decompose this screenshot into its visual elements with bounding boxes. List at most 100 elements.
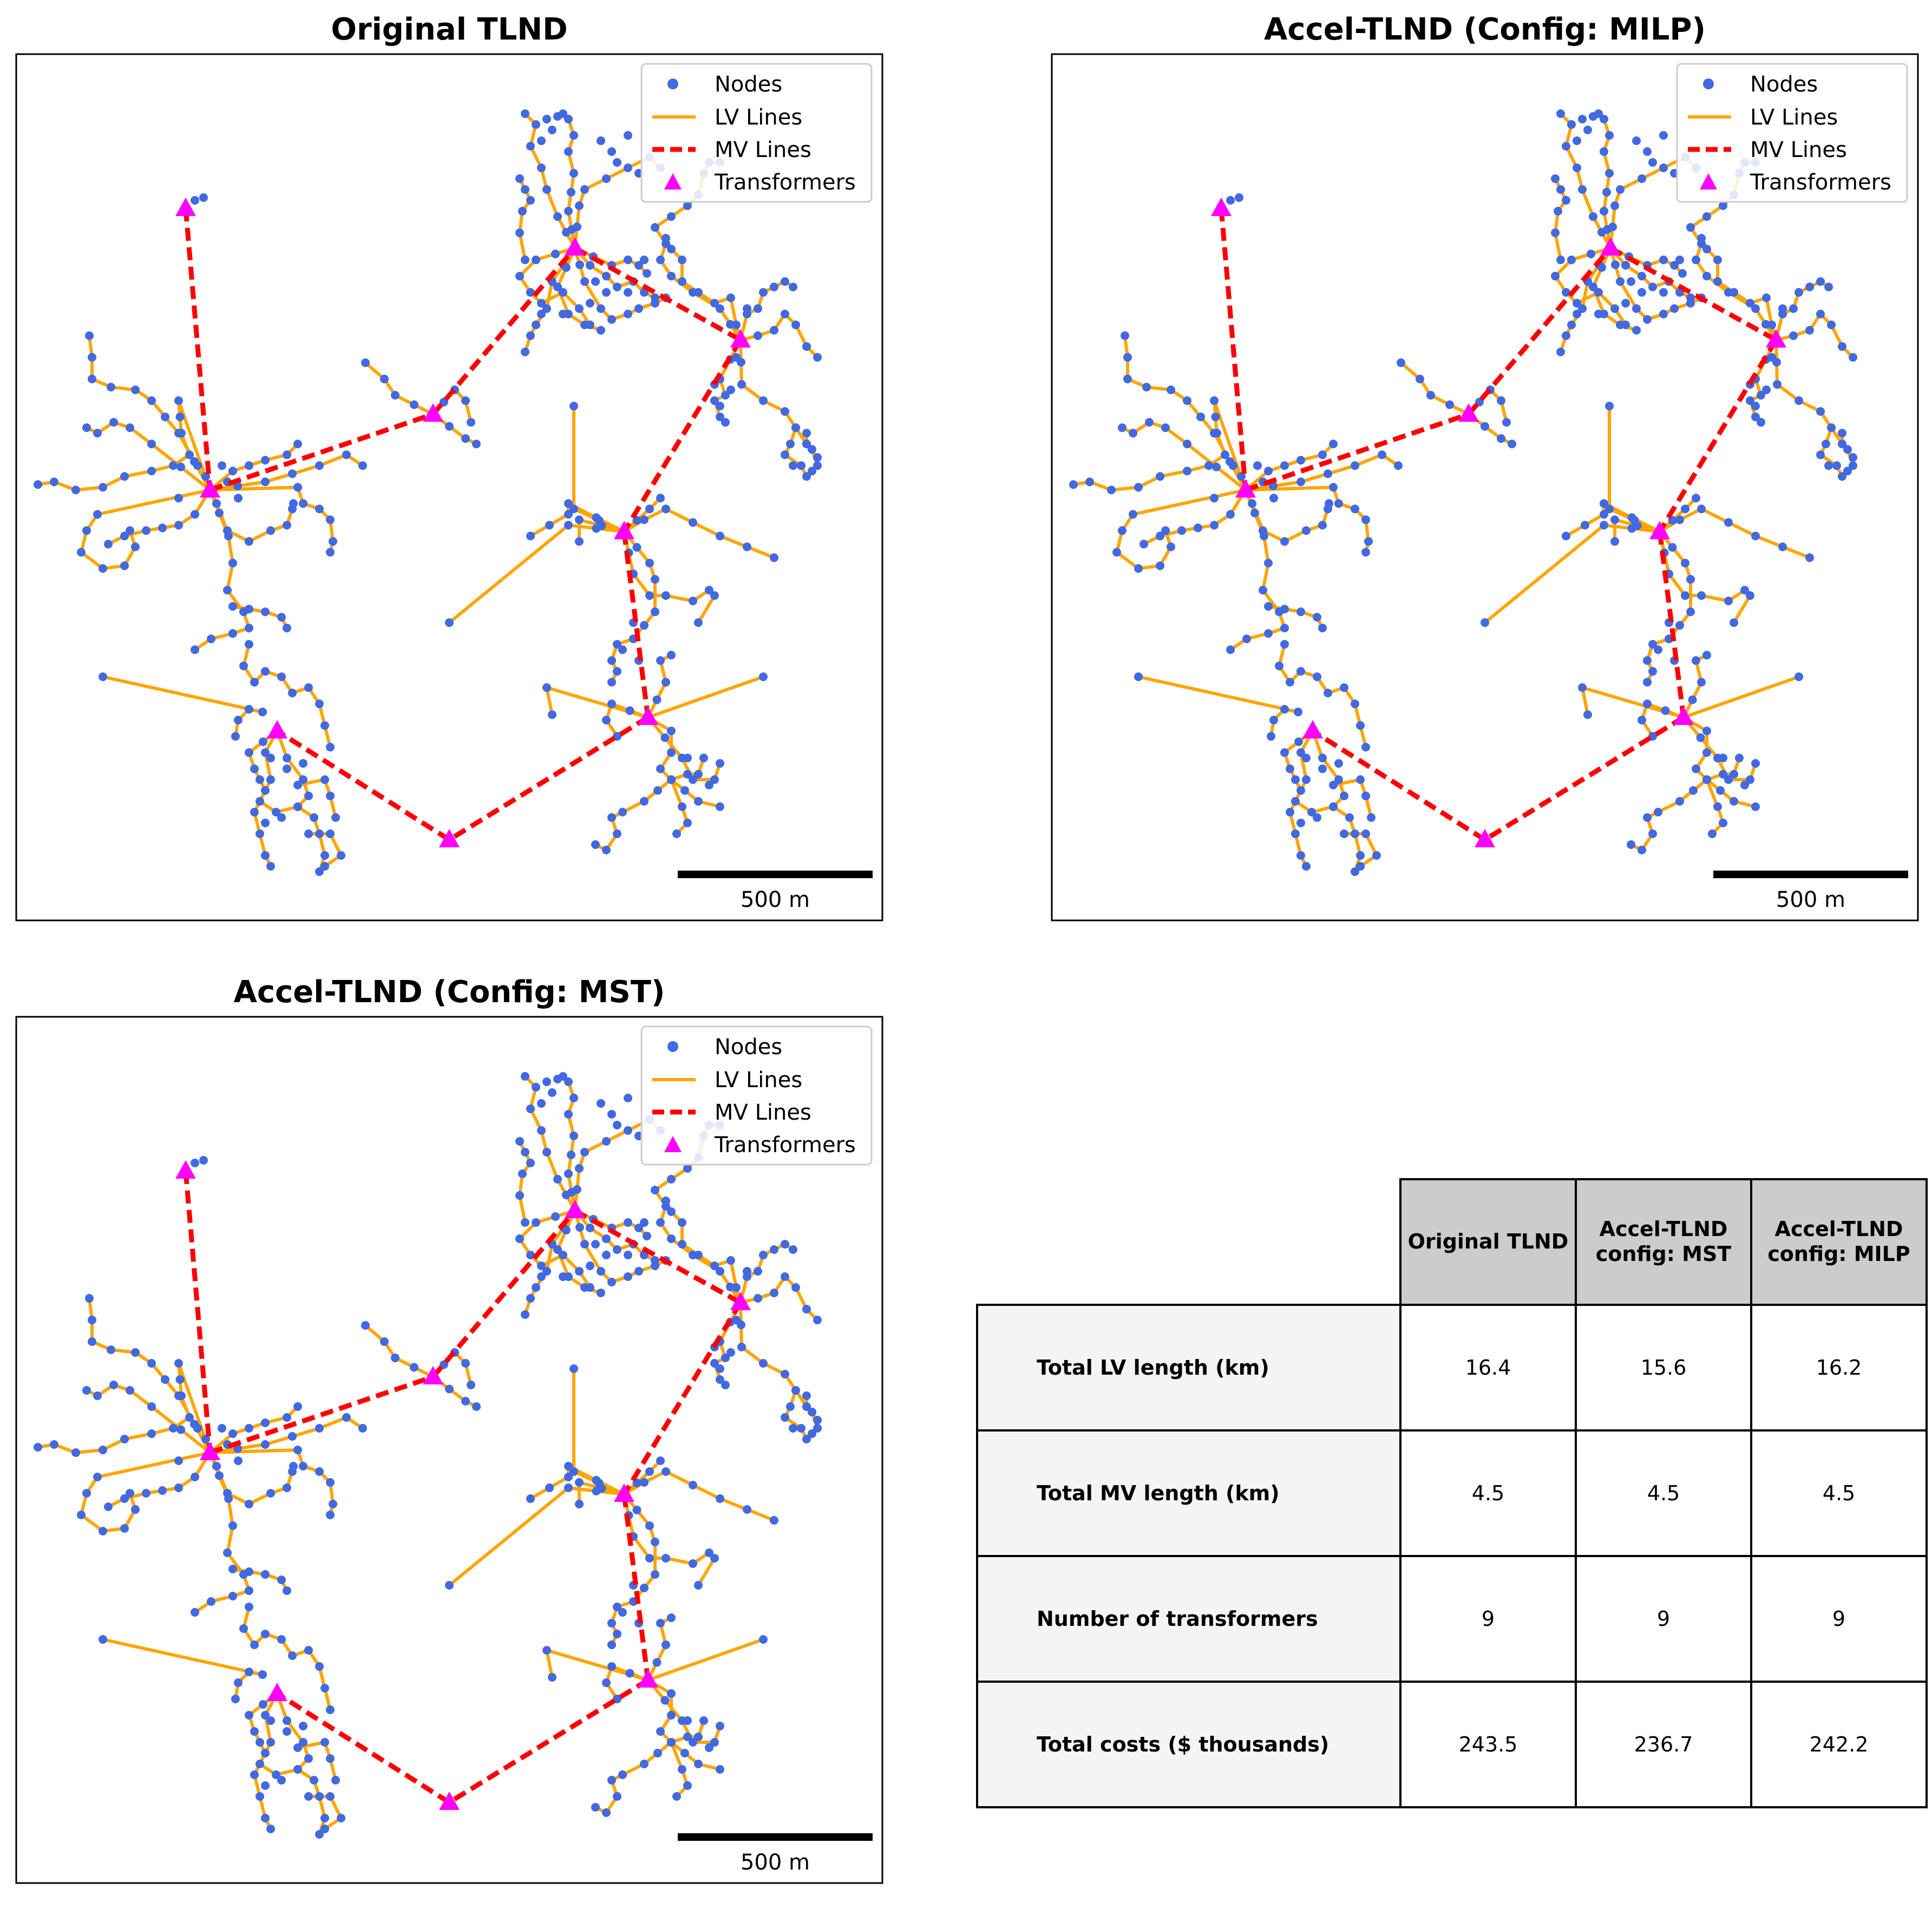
- legend-nodes-swatch: [667, 1041, 678, 1052]
- node-dot: [624, 1272, 632, 1281]
- node-dot: [1183, 467, 1191, 475]
- node-dot: [358, 1424, 367, 1433]
- node-dot: [716, 1364, 724, 1373]
- node-dot: [245, 705, 253, 714]
- node-dot: [591, 840, 600, 849]
- node-dot: [261, 1814, 270, 1822]
- node-dot: [1838, 472, 1846, 481]
- lv-line: [572, 1367, 626, 1496]
- node-dot: [1751, 802, 1760, 811]
- node-dot: [1692, 256, 1700, 264]
- row-label: Total costs ($ thousands): [976, 1681, 1401, 1808]
- table-cell: 4.5: [1399, 1429, 1577, 1557]
- node-dot: [613, 667, 621, 676]
- node-dot: [1827, 423, 1836, 432]
- node-dot: [791, 321, 800, 329]
- node-dot: [640, 256, 649, 264]
- node-dot: [293, 1402, 302, 1411]
- scale-bar-line: [1713, 871, 1908, 878]
- node-dot: [1643, 315, 1652, 324]
- node-dot: [212, 1462, 221, 1470]
- node-dot: [624, 288, 632, 297]
- node-dot: [1795, 288, 1803, 297]
- node-dot: [813, 1316, 822, 1324]
- node-dot: [645, 1554, 654, 1563]
- node-dot: [770, 1289, 778, 1297]
- node-dot: [288, 1432, 297, 1441]
- node-dot: [1253, 461, 1262, 470]
- node-dot: [1589, 283, 1597, 291]
- node-dot: [526, 532, 535, 540]
- node-dot: [802, 1402, 811, 1411]
- node-dot: [304, 683, 313, 692]
- node-dot: [726, 385, 735, 394]
- transformer-marker: [1673, 707, 1694, 725]
- node-dot: [689, 1559, 697, 1568]
- node-dot: [791, 1386, 800, 1395]
- node-dot: [667, 651, 676, 659]
- row-label: Total MV length (km): [976, 1429, 1401, 1557]
- node-dot: [662, 678, 670, 687]
- node-dot: [1562, 532, 1570, 540]
- node-dot: [1751, 759, 1760, 768]
- node-dot: [326, 829, 335, 838]
- node-dot: [537, 1272, 546, 1281]
- node-dot: [548, 1088, 556, 1097]
- node-dot: [224, 532, 233, 540]
- node-dot: [1364, 537, 1373, 546]
- node-dot: [1697, 591, 1706, 600]
- node-dot: [1334, 759, 1343, 768]
- legend-label-nodes: Nodes: [715, 1035, 782, 1060]
- node-dot: [683, 1781, 692, 1790]
- node-dot: [526, 1294, 535, 1303]
- node-dot: [93, 1391, 102, 1400]
- mv-line: [209, 1374, 434, 1455]
- scale-bar-label: 500 m: [741, 1850, 810, 1875]
- node-dot: [667, 1738, 676, 1747]
- node-dot: [564, 115, 573, 123]
- node-dot: [289, 1462, 298, 1470]
- node-dot: [553, 112, 562, 121]
- node-dot: [656, 1619, 665, 1628]
- node-dot: [526, 1494, 535, 1503]
- node-dot: [147, 1402, 156, 1411]
- node-dot: [1735, 754, 1744, 762]
- node-dot: [1416, 375, 1424, 383]
- node-dot: [789, 1245, 797, 1254]
- node-dot: [625, 1669, 634, 1678]
- node-dot: [191, 1159, 199, 1167]
- node-dot: [1778, 543, 1787, 551]
- node-dot: [99, 1527, 107, 1535]
- node-dot: [1816, 277, 1825, 286]
- node-dot: [1600, 521, 1608, 530]
- node-dot: [591, 1240, 600, 1249]
- node-dot: [537, 164, 546, 172]
- node-dot: [467, 418, 475, 427]
- node-dot: [1648, 283, 1657, 291]
- node-dot: [662, 1197, 670, 1205]
- mv-line: [622, 1301, 743, 1496]
- node-dot: [304, 1754, 313, 1763]
- node-dot: [716, 304, 724, 313]
- node-dot: [624, 1218, 632, 1227]
- node-dot: [634, 304, 643, 313]
- node-dot: [1751, 532, 1760, 540]
- table-cell: 15.6: [1575, 1304, 1752, 1432]
- node-dot: [1291, 829, 1300, 838]
- node-dot: [1280, 624, 1289, 632]
- node-dot: [781, 407, 789, 416]
- node-dot: [1659, 310, 1668, 318]
- lv-line: [1123, 334, 1247, 492]
- node-dot: [537, 136, 546, 145]
- node-dot: [293, 1765, 302, 1774]
- plot-frame: [15, 1016, 883, 1884]
- lv-line: [610, 1493, 657, 1646]
- node-dot: [1843, 445, 1852, 454]
- node-dot: [1556, 348, 1565, 356]
- node-dot: [1556, 256, 1565, 264]
- node-dot: [580, 1148, 589, 1156]
- node-dot: [580, 321, 589, 329]
- node-dot: [537, 310, 546, 318]
- node-dot: [176, 462, 185, 472]
- transformer-marker: [614, 1483, 634, 1502]
